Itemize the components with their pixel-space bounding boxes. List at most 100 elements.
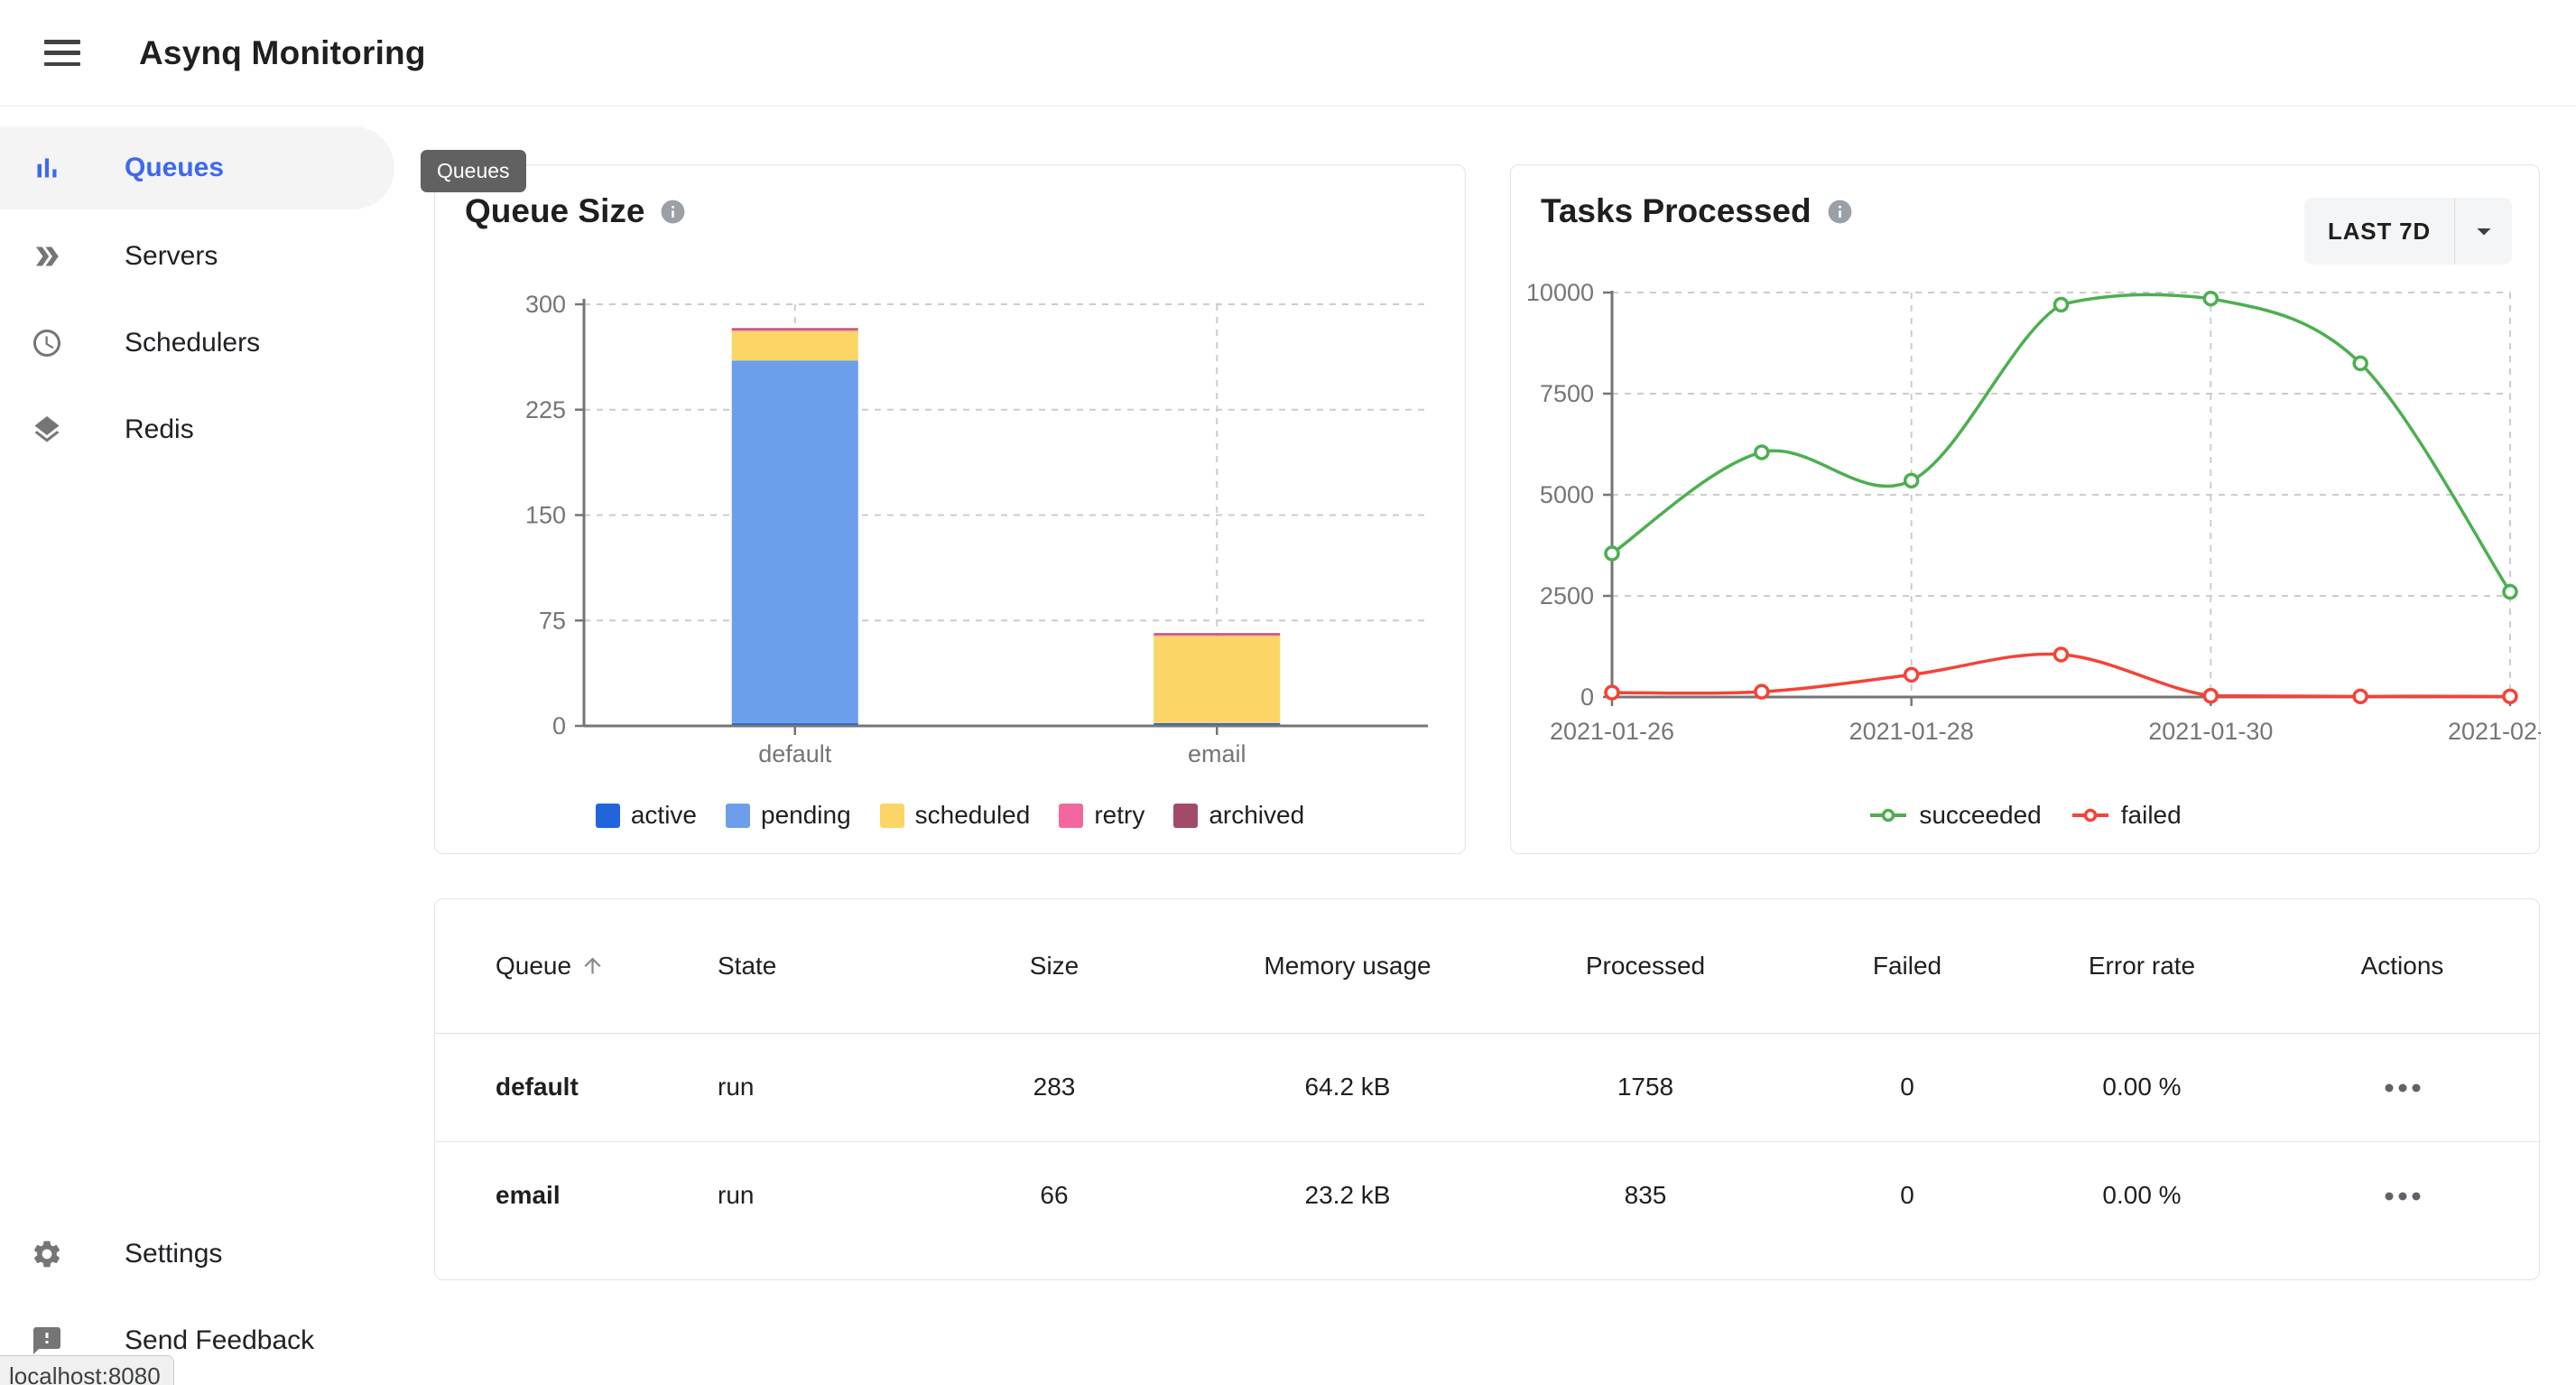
sidebar-item-schedulers[interactable]: Schedulers — [0, 300, 394, 386]
queue-size-chart: 0 75 150 225 300 default email — [525, 291, 1428, 767]
sort-arrow-up-icon — [584, 957, 601, 974]
queue-size-card-header: Queue Size — [435, 165, 1465, 230]
column-header-state[interactable]: State — [657, 899, 910, 1034]
legend-line-marker — [1870, 808, 1907, 823]
clock-icon — [31, 327, 63, 359]
svg-text:150: 150 — [525, 502, 566, 529]
sidebar-item-redis[interactable]: Redis — [0, 386, 394, 473]
date-range-button[interactable]: LAST 7D — [2304, 198, 2512, 265]
queue-name-cell[interactable]: default — [435, 1033, 657, 1142]
memory-usage-cell: 64.2 kB — [1199, 1033, 1496, 1142]
column-header-actions[interactable]: Actions — [2264, 899, 2541, 1034]
legend-line-marker — [2071, 808, 2108, 823]
svg-text:2021-02-01: 2021-02-01 — [2448, 718, 2541, 745]
size-cell: 66 — [1040, 1181, 1069, 1210]
column-header-processed[interactable]: Processed — [1496, 899, 1794, 1034]
error-rate-cell: 0.00 % — [2020, 1033, 2264, 1142]
legend-item-failed[interactable]: failed — [2071, 801, 2182, 830]
app-title: Asynq Monitoring — [139, 33, 426, 71]
actions-cell — [2264, 1033, 2541, 1142]
sidebar: Queues Servers Schedulers Redis Settings — [0, 107, 394, 1385]
sidebar-item-servers[interactable]: Servers — [0, 213, 394, 300]
tasks-processed-chart: 0 2500 5000 7500 10000 2021-01-26 2021-01-28 20… — [1526, 281, 2541, 745]
legend-label: failed — [2120, 801, 2182, 829]
row-actions-button[interactable] — [2377, 1184, 2429, 1212]
failed-cell: 0 — [1900, 1181, 1914, 1210]
svg-text:7500: 7500 — [1540, 380, 1594, 407]
queue-size-legend: active pending scheduled retry archived — [435, 801, 1465, 830]
info-icon[interactable] — [1826, 198, 1854, 226]
sidebar-item-queues[interactable]: Queues — [0, 126, 394, 209]
more-horiz-icon — [2385, 1083, 2420, 1092]
error-rate-cell: 0.00 % — [2102, 1181, 2182, 1210]
gear-icon — [31, 1238, 63, 1270]
legend-swatch — [726, 803, 750, 828]
tasks-processed-legend: succeeded failed — [1511, 801, 2539, 830]
queue-size-card: Queue Size 0 75 150 225 300 default email acti… — [434, 164, 1466, 854]
svg-text:2021-01-28: 2021-01-28 — [1849, 718, 1974, 745]
legend-label: retry — [1094, 801, 1145, 829]
layers-icon — [31, 414, 63, 446]
sidebar-item-label: Servers — [125, 241, 218, 271]
svg-text:300: 300 — [525, 291, 566, 318]
queue-name-cell[interactable]: email — [496, 1181, 561, 1210]
legend-item-scheduled[interactable]: scheduled — [879, 801, 1031, 830]
svg-text:225: 225 — [525, 396, 566, 423]
state-cell: run — [718, 1181, 755, 1210]
legend-item-succeeded[interactable]: succeeded — [1868, 801, 2042, 830]
column-header-queue[interactable]: Queue — [435, 899, 657, 1034]
double-arrow-icon — [31, 240, 63, 273]
bar-chart-icon — [31, 152, 63, 184]
processed-cell: 835 — [1624, 1181, 1667, 1210]
legend-item-active[interactable]: active — [595, 801, 697, 830]
column-header-memory-usage[interactable]: Memory usage — [1199, 899, 1496, 1034]
legend-swatch — [1059, 803, 1084, 828]
legend-label: archived — [1209, 801, 1305, 829]
table-row: default run 283 64.2 kB 1758 0 0.00 % — [435, 1033, 2541, 1142]
size-cell: 283 — [910, 1033, 1199, 1142]
legend-label: scheduled — [914, 801, 1031, 829]
queues-table-card: Queue State Size Memory usage Processed Faile… — [434, 898, 2541, 1280]
failed-cell: 0 — [1794, 1033, 2020, 1142]
row-actions-button[interactable] — [2377, 1075, 2429, 1103]
sidebar-item-label: Schedulers — [125, 328, 261, 358]
svg-text:2500: 2500 — [1540, 582, 1594, 609]
sidebar-item-settings[interactable]: Settings — [0, 1211, 394, 1297]
app-bar: Asynq Monitoring — [0, 0, 2576, 107]
legend-item-retry[interactable]: retry — [1059, 801, 1144, 830]
hamburger-menu-icon[interactable] — [44, 38, 80, 68]
sidebar-item-send-feedback[interactable]: Send Feedback — [0, 1297, 394, 1384]
processed-cell: 1758 — [1496, 1033, 1794, 1142]
column-header-error-rate[interactable]: Error rate — [2020, 899, 2264, 1034]
caret-down-icon — [2454, 198, 2512, 265]
legend-swatch — [595, 803, 620, 828]
table-header-row: Queue State Size Memory usage Processed Faile… — [435, 899, 2541, 1034]
actions-cell — [2264, 1141, 2541, 1250]
legend-item-archived[interactable]: archived — [1173, 801, 1304, 830]
tasks-processed-title: Tasks Processed — [1541, 192, 1812, 229]
memory-usage-cell: 23.2 kB — [1304, 1181, 1391, 1210]
column-header-size[interactable]: Size — [910, 899, 1199, 1034]
queues-table: Queue State Size Memory usage Processed Faile… — [435, 899, 2541, 1250]
queues-tooltip: Queues — [421, 150, 526, 192]
sidebar-item-label: Redis — [125, 414, 194, 444]
legend-label: active — [630, 801, 697, 829]
tasks-card-header: Tasks Processed — [1511, 165, 2539, 230]
table-row: email run 66 23.2 kB 835 0 0.00 % — [435, 1141, 2541, 1250]
legend-label: pending — [761, 801, 851, 829]
sidebar-item-label: Queues — [125, 153, 225, 182]
svg-text:email: email — [1188, 740, 1246, 767]
info-icon[interactable] — [659, 198, 687, 226]
tasks-processed-card: Tasks Processed LAST 7D 0 2500 5000 7500 100… — [1510, 164, 2541, 854]
legend-item-pending[interactable]: pending — [726, 801, 851, 830]
sidebar-footer: Settings Send Feedback — [0, 1211, 394, 1384]
sidebar-item-label: Send Feedback — [125, 1325, 315, 1355]
feedback-icon — [31, 1325, 63, 1357]
state-cell: run — [657, 1033, 910, 1142]
status-bar: localhost:8080 — [0, 1355, 174, 1385]
legend-label: succeeded — [1919, 801, 2042, 829]
svg-text:default: default — [758, 740, 832, 767]
column-header-failed[interactable]: Failed — [1794, 899, 2020, 1034]
more-horiz-icon — [2385, 1192, 2420, 1201]
svg-text:75: 75 — [539, 607, 566, 634]
